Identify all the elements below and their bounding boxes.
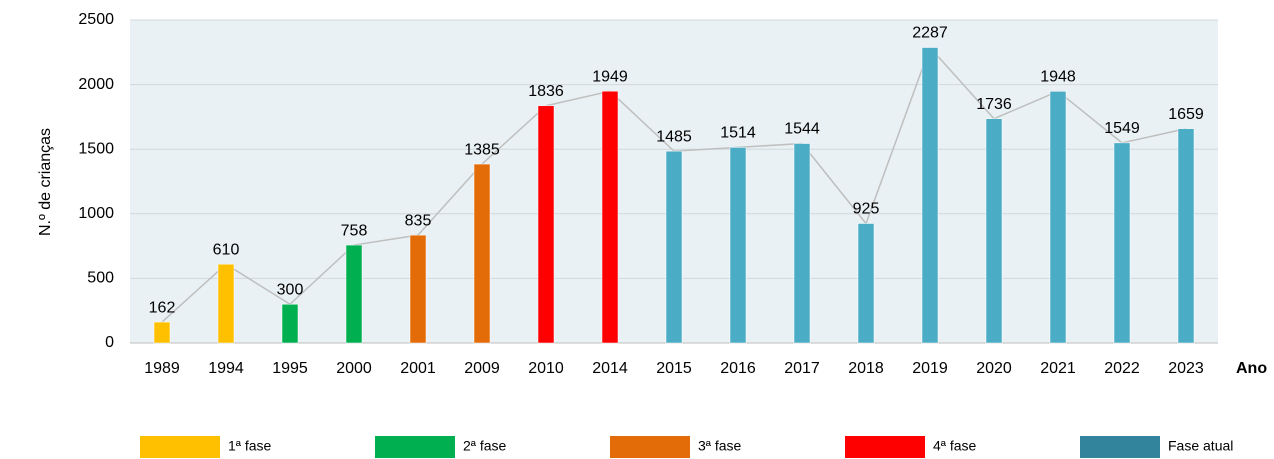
- y-tick-label: 2500: [78, 11, 114, 28]
- data-label: 925: [853, 201, 880, 218]
- x-tick-label: 2010: [528, 360, 564, 377]
- legend-label: 3ª fase: [698, 438, 742, 454]
- data-label: 758: [341, 222, 368, 239]
- data-label: 1836: [528, 83, 564, 100]
- data-label: 1948: [1040, 69, 1076, 86]
- trend-line: [929, 47, 995, 120]
- x-tick-label: 2021: [1040, 360, 1076, 377]
- trend-line: [865, 47, 931, 224]
- x-tick-label: 1989: [144, 360, 180, 377]
- legend-label: Fase atual: [1168, 438, 1233, 454]
- bar: [345, 244, 363, 344]
- x-tick-label: 2000: [336, 360, 372, 377]
- data-label: 835: [405, 212, 432, 229]
- x-tick-label: 2016: [720, 360, 756, 377]
- x-tick-label: 1995: [272, 360, 308, 377]
- bar: [857, 223, 875, 344]
- legend-label: 2ª fase: [463, 438, 507, 454]
- x-tick-label: 2017: [784, 360, 820, 377]
- data-label: 1485: [656, 128, 692, 145]
- data-label: 610: [213, 241, 240, 258]
- bar: [473, 163, 491, 344]
- data-label: 1544: [784, 121, 820, 138]
- x-tick-label: 2014: [592, 360, 628, 377]
- bar: [729, 147, 747, 344]
- bar: [217, 263, 235, 344]
- y-tick-label: 500: [87, 270, 114, 287]
- trend-line: [481, 105, 547, 165]
- trend-line: [801, 143, 867, 224]
- data-label: 2287: [912, 25, 948, 42]
- bar: [409, 234, 427, 344]
- legend-swatch: [845, 436, 925, 458]
- bar: [153, 321, 171, 344]
- data-label: 1949: [592, 68, 628, 85]
- trend-line: [545, 90, 611, 107]
- x-tick-label: 2019: [912, 360, 948, 377]
- data-label: 1514: [720, 125, 756, 142]
- x-tick-label: 2015: [656, 360, 692, 377]
- bar: [1177, 128, 1195, 344]
- legend-swatch: [140, 436, 220, 458]
- trend-line: [1057, 90, 1123, 144]
- y-axis-label: N.º de crianças: [37, 128, 54, 236]
- legend-swatch: [610, 436, 690, 458]
- bar: [665, 150, 683, 344]
- trend-line: [1121, 127, 1187, 144]
- trend-line: [993, 90, 1059, 120]
- y-tick-label: 1500: [78, 140, 114, 157]
- trend-line: [737, 142, 803, 149]
- bar: [537, 105, 555, 344]
- x-tick-label: 2001: [400, 360, 436, 377]
- trend-line: [161, 263, 227, 323]
- x-tick-label: 1994: [208, 360, 244, 377]
- x-tick-label: 2020: [976, 360, 1012, 377]
- legend-label: 4ª fase: [933, 438, 977, 454]
- y-tick-label: 0: [105, 334, 114, 351]
- bar: [793, 143, 811, 344]
- bar: [1113, 142, 1131, 344]
- legend-swatch: [375, 436, 455, 458]
- trend-line: [353, 234, 419, 246]
- x-tick-label: 2022: [1104, 360, 1140, 377]
- x-axis-label: Ano: [1236, 360, 1267, 377]
- bar: [985, 118, 1003, 344]
- x-tick-label: 2023: [1168, 360, 1204, 377]
- bar: [1049, 91, 1067, 344]
- trend-line: [289, 244, 355, 305]
- bar: [921, 47, 939, 344]
- legend-swatch: [1080, 436, 1160, 458]
- trend-line: [417, 163, 483, 236]
- data-label: 1385: [464, 141, 500, 158]
- legend-label: 1ª fase: [228, 438, 272, 454]
- trend-line: [673, 146, 739, 152]
- trend-line: [225, 263, 291, 305]
- data-label: 1659: [1168, 106, 1204, 123]
- x-tick-label: 2009: [464, 360, 500, 377]
- y-tick-label: 1000: [78, 205, 114, 222]
- x-tick-label: 2018: [848, 360, 884, 377]
- data-label: 300: [277, 281, 304, 298]
- bar: [601, 90, 619, 344]
- y-tick-label: 2000: [78, 76, 114, 93]
- data-label: 162: [149, 299, 176, 316]
- data-label: 1736: [976, 96, 1012, 113]
- bar: [281, 303, 299, 344]
- data-label: 1549: [1104, 120, 1140, 137]
- trend-line: [609, 90, 675, 152]
